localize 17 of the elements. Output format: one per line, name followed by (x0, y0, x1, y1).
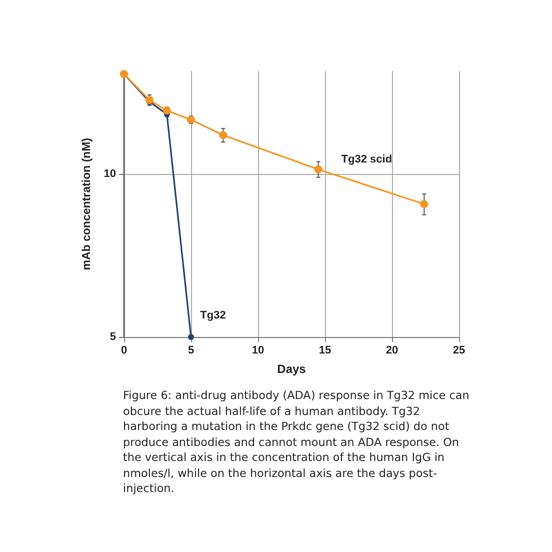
x-axis-title: Days (277, 362, 306, 376)
x-tick-label: 0 (120, 344, 128, 356)
point (420, 200, 428, 208)
x-tick-label: 15 (318, 344, 332, 356)
point (188, 334, 194, 340)
caption: Figure 6: anti-drug antibody (ADA) response in Tg32 mice can obcure the actual half-life of a human antibody. Tg32 harboring a mutation in the Prkdc gene (Tg32 scid) do not produce antibodies and cannot mount an ADA response. On the vertical axis in the concentration of the human IgG in nmoles/l, while on the horizontal axis are the days post-injection. (123, 388, 470, 496)
point (219, 131, 228, 140)
series-label: Tg32 scid (341, 153, 392, 166)
x-tick-label: 25 (452, 344, 466, 356)
point (314, 165, 322, 174)
point (145, 96, 154, 104)
x-tick-label: 10 (252, 344, 264, 356)
x-tick-label: 5 (188, 344, 194, 356)
y-axis-title: mAb concentration (nM) (80, 138, 93, 270)
x-tick-label: 20 (386, 344, 398, 356)
point (162, 106, 171, 115)
series-label: Tg32 (200, 310, 226, 322)
